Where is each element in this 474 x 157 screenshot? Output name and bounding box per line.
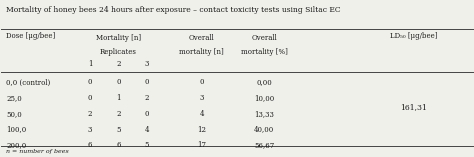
Text: 2: 2 (116, 60, 120, 68)
Text: 3: 3 (145, 60, 149, 68)
Text: 3: 3 (200, 94, 204, 102)
Text: 17: 17 (197, 141, 206, 149)
Text: 2: 2 (116, 110, 120, 118)
Text: Mortality [n]: Mortality [n] (96, 34, 141, 42)
Text: 50,0: 50,0 (6, 110, 22, 118)
Text: Replicates: Replicates (100, 48, 137, 56)
Text: 1: 1 (88, 60, 92, 68)
Text: LD₅₀ [μg/bee]: LD₅₀ [μg/bee] (390, 32, 438, 40)
Text: 40,00: 40,00 (254, 126, 274, 134)
Text: 1: 1 (116, 94, 120, 102)
Text: Mortality of honey bees 24 hours after exposure – contact toxicity tests using S: Mortality of honey bees 24 hours after e… (6, 6, 341, 14)
Text: n = number of bees: n = number of bees (6, 149, 69, 154)
Text: 4: 4 (200, 110, 204, 118)
Text: 5: 5 (144, 141, 149, 149)
Text: 56,67: 56,67 (254, 141, 274, 149)
Text: 4: 4 (144, 126, 149, 134)
Text: Overall: Overall (251, 34, 277, 42)
Text: 0,00: 0,00 (256, 78, 272, 86)
Text: 161,31: 161,31 (400, 103, 427, 111)
Text: Dose [μg/bee]: Dose [μg/bee] (6, 32, 55, 40)
Text: 0: 0 (116, 78, 120, 86)
Text: 6: 6 (88, 141, 92, 149)
Text: 5: 5 (116, 126, 120, 134)
Text: 3: 3 (88, 126, 92, 134)
Text: Overall: Overall (189, 34, 215, 42)
Text: 13,33: 13,33 (255, 110, 274, 118)
Text: 12: 12 (197, 126, 206, 134)
Text: 0: 0 (88, 78, 92, 86)
Text: 2: 2 (144, 94, 149, 102)
Text: mortality [%]: mortality [%] (241, 48, 288, 56)
Text: 0,0 (control): 0,0 (control) (6, 78, 50, 86)
Text: mortality [n]: mortality [n] (179, 48, 224, 56)
Text: 100,0: 100,0 (6, 126, 27, 134)
Text: 10,00: 10,00 (254, 94, 274, 102)
Text: 2: 2 (88, 110, 92, 118)
Text: 0: 0 (200, 78, 204, 86)
Text: 200,0: 200,0 (6, 141, 27, 149)
Text: 0: 0 (144, 78, 149, 86)
Text: 25,0: 25,0 (6, 94, 22, 102)
Text: 0: 0 (144, 110, 149, 118)
Text: 6: 6 (116, 141, 120, 149)
Text: 0: 0 (88, 94, 92, 102)
